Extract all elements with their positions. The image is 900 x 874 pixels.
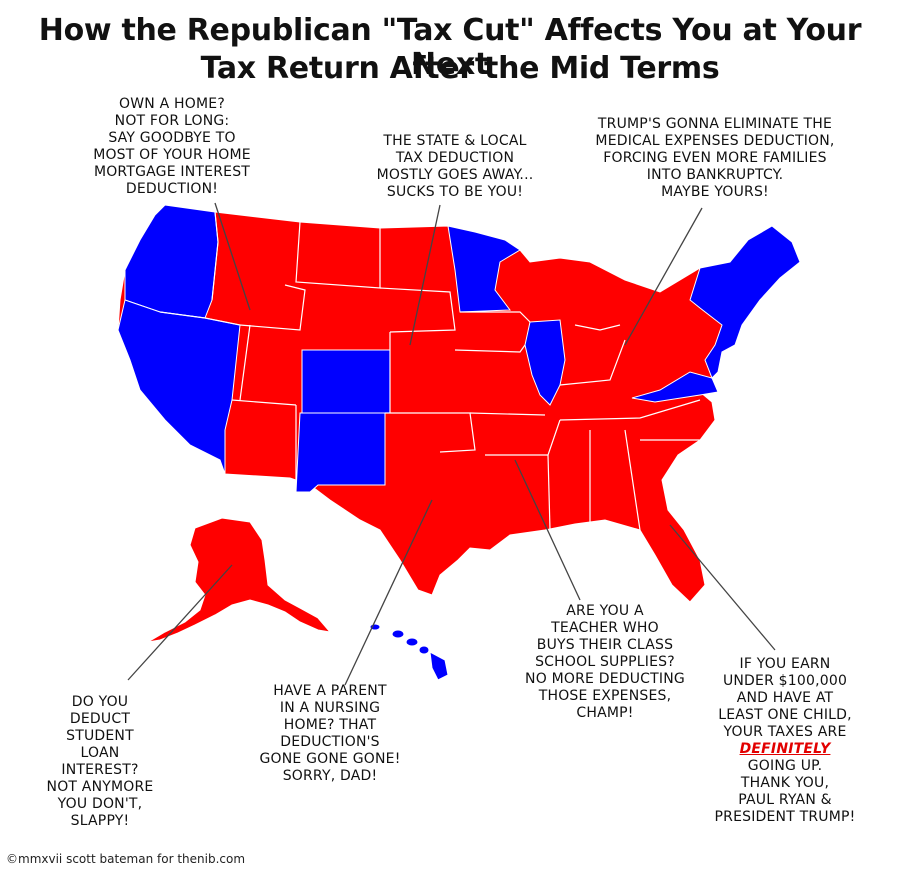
callout-nursing-line: SORRY, DAD!	[282, 768, 378, 784]
callout-earn-line: GOING UP.	[747, 758, 823, 774]
state-ak	[147, 517, 332, 643]
callout-student-line: INTEREST?	[61, 762, 139, 778]
callout-teacher-line: ARE YOU A	[566, 603, 644, 619]
state-co	[301, 349, 391, 414]
callout-teacher-line: BUYS THEIR CLASS	[536, 637, 674, 653]
callout-nursing-home: HAVE A PARENT IN A NURSING HOME? THAT DE…	[240, 683, 420, 785]
callout-earn-line: IF YOU EARN	[739, 656, 831, 672]
callout-earn-line: PRESIDENT TRUMP!	[714, 809, 856, 825]
callout-mortgage-line: OWN A HOME?	[119, 96, 225, 112]
callout-earn-line: LEAST ONE CHILD,	[718, 707, 852, 723]
state-wa-or	[124, 204, 219, 319]
callout-student-line: SLAPPY!	[70, 813, 130, 829]
callout-medical-line: TRUMP'S GONNA ELIMINATE THE	[597, 116, 833, 132]
state-va	[631, 371, 719, 403]
callout-student-line: STUDENT	[66, 728, 134, 744]
callout-mortgage-line: MORTGAGE INTEREST	[93, 164, 251, 180]
callout-teacher-line: TEACHER WHO	[551, 620, 659, 636]
callout-nursing-line: IN A NURSING	[279, 700, 381, 716]
callout-teacher-line: NO MORE DEDUCTING	[525, 671, 685, 687]
callout-nursing-line: GONE GONE GONE!	[259, 751, 401, 767]
callout-student-line: DEDUCT	[69, 711, 131, 727]
callout-mortgage-line: DEDUCTION!	[125, 181, 219, 197]
callout-earn-line: UNDER $100,000	[722, 673, 848, 689]
state-ca-nv	[117, 299, 241, 475]
callout-medical: TRUMP'S GONNA ELIMINATE THE MEDICAL EXPE…	[585, 116, 845, 201]
callout-earn-line: THANK YOU,	[740, 775, 830, 791]
callout-nursing-line: HOME? THAT	[283, 717, 377, 733]
callout-earn-line: AND HAVE AT	[736, 690, 834, 706]
callout-mortgage-line: NOT FOR LONG:	[114, 113, 230, 129]
callout-student-line: DO YOU	[71, 694, 129, 710]
democrat-states	[117, 204, 801, 681]
title-line-1: How the Republican "Tax Cut" Affects You…	[38, 13, 862, 82]
callout-medical-line: MEDICAL EXPENSES DEDUCTION,	[595, 133, 835, 149]
callout-salt-line: THE STATE & LOCAL	[383, 133, 527, 149]
callout-salt-line: MOSTLY GOES AWAY...	[376, 167, 534, 183]
callout-earn-emphasis: DEFINITELY	[739, 741, 831, 757]
callout-mortgage-line: SAY GOODBYE TO	[108, 130, 236, 146]
callout-earn-line: PAUL RYAN &	[738, 792, 832, 808]
callout-medical-line: INTO BANKRUPTCY.	[646, 167, 784, 183]
callout-salt: THE STATE & LOCAL TAX DEDUCTION MOSTLY G…	[355, 133, 555, 201]
callout-student-line: YOU DON'T,	[57, 796, 143, 812]
map-base	[117, 204, 801, 603]
title-line-2: Tax Return After the Mid Terms	[200, 51, 720, 86]
callout-earn-line: YOUR TAXES ARE	[723, 724, 847, 740]
state-hi	[369, 623, 449, 681]
callout-teacher-line: SCHOOL SUPPLIES?	[535, 654, 675, 670]
state-nm	[295, 412, 386, 493]
leader-lines	[127, 202, 776, 686]
callout-teacher: ARE YOU A TEACHER WHO BUYS THEIR CLASS S…	[505, 603, 705, 722]
state-borders	[159, 211, 701, 531]
callout-teacher-line: CHAMP!	[576, 705, 634, 721]
state-mn	[447, 225, 521, 313]
callout-student-line: LOAN	[80, 745, 120, 761]
callout-salt-line: SUCKS TO BE YOU!	[386, 184, 524, 200]
callout-student-loan: DO YOU DEDUCT STUDENT LOAN INTEREST? NOT…	[30, 694, 170, 830]
callout-medical-line: FORCING EVEN MORE FAMILIES	[603, 150, 827, 166]
callout-mortgage: OWN A HOME? NOT FOR LONG: SAY GOODBYE TO…	[72, 96, 272, 198]
credit-line: ©mmxvii scott bateman for thenib.com	[6, 852, 246, 866]
contiguous-us	[117, 204, 801, 603]
state-northeast	[689, 225, 801, 379]
callout-earn-under-100k: IF YOU EARN UNDER $100,000 AND HAVE AT L…	[700, 656, 870, 826]
callout-salt-line: TAX DEDUCTION	[395, 150, 515, 166]
callout-teacher-line: THOSE EXPENSES,	[538, 688, 672, 704]
callout-nursing-line: DEDUCTION'S	[280, 734, 380, 750]
callout-mortgage-line: MOST OF YOUR HOME	[93, 147, 251, 163]
callout-medical-line: MAYBE YOURS!	[661, 184, 769, 200]
state-il	[524, 319, 566, 406]
callout-nursing-line: HAVE A PARENT	[273, 683, 387, 699]
callout-student-line: NOT ANYMORE	[46, 779, 154, 795]
